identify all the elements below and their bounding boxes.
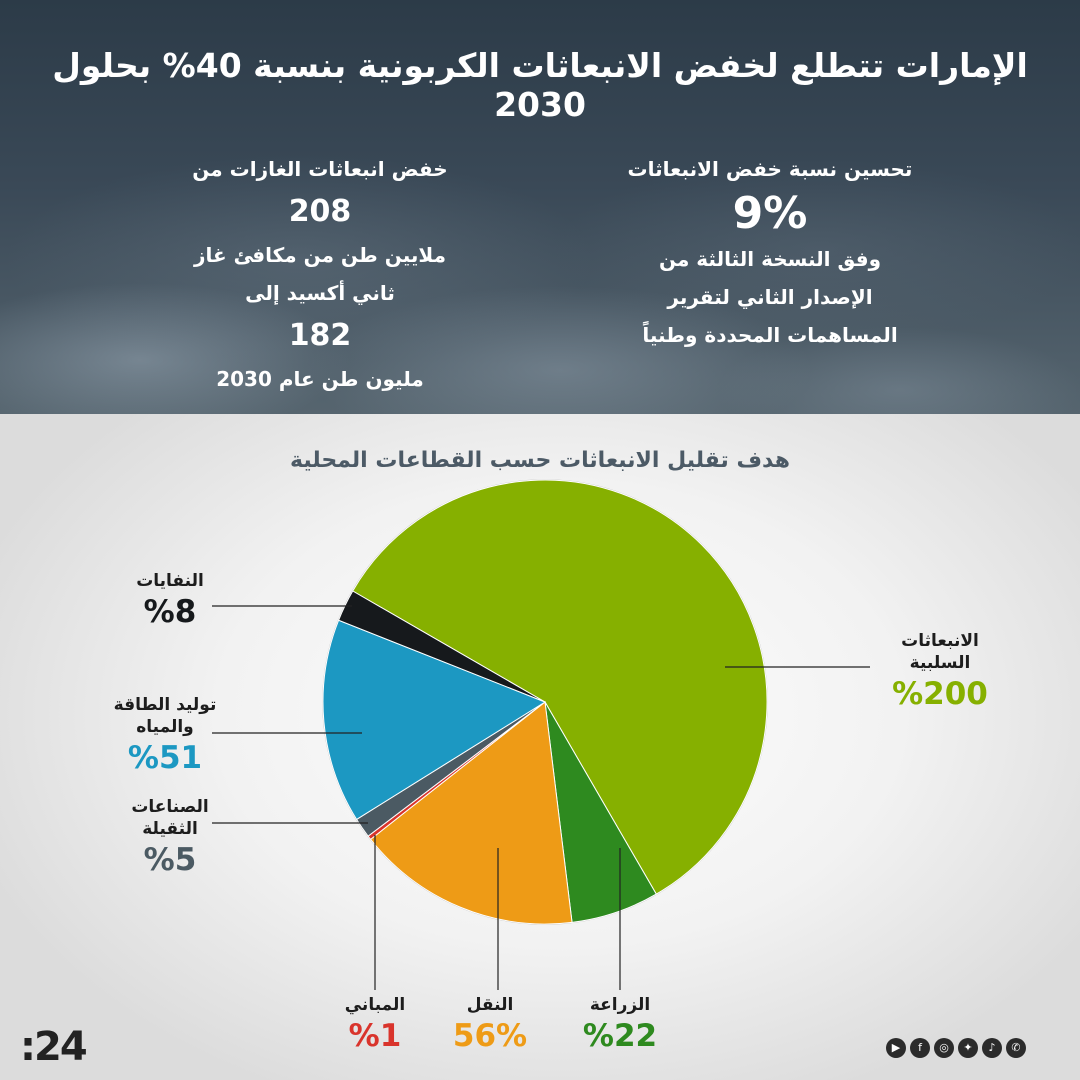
stat-improvement-value: 9% bbox=[732, 188, 808, 239]
label-buildings: المباني %1 bbox=[295, 994, 455, 1056]
label-waste-name: النفايات bbox=[136, 571, 204, 591]
label-waste-value: %8 bbox=[143, 594, 197, 630]
stat-improvement-text-2: الإصدار الثاني لتقرير bbox=[667, 285, 873, 309]
chart-title: هدف تقليل الانبعاثات حسب القطاعات المحلي… bbox=[290, 448, 790, 473]
header-banner: الإمارات تتطلع لخفض الانبعاثات الكربونية… bbox=[0, 0, 1080, 414]
label-industry-name-2: الثقيلة bbox=[142, 819, 198, 839]
stat-reduction-text-1: ملايين طن من مكافئ غاز bbox=[194, 243, 446, 267]
instagram-icon[interactable]: ◎ bbox=[934, 1038, 954, 1058]
stat-improvement-text-3: المساهمات المحددة وطنياً bbox=[642, 323, 898, 347]
pie-slice-6 bbox=[337, 590, 546, 703]
brand-logo: :24 bbox=[20, 1024, 88, 1070]
pie-slice-2 bbox=[369, 701, 573, 925]
label-transport: النقل 56% bbox=[410, 994, 570, 1056]
label-agriculture-value: %22 bbox=[582, 1018, 658, 1054]
label-transport-value: 56% bbox=[452, 1018, 528, 1054]
stat-reduction-text-3: مليون طن عام 2030 bbox=[216, 367, 424, 391]
pie-slice-0 bbox=[352, 479, 768, 895]
label-power-name-2: والمياه bbox=[136, 717, 194, 737]
stat-improvement: تحسين نسبة خفض الانبعاثات 9% وفق النسخة … bbox=[600, 150, 940, 354]
tiktok-icon[interactable]: ♪ bbox=[982, 1038, 1002, 1058]
label-buildings-name: المباني bbox=[344, 995, 406, 1015]
label-industry-value: %5 bbox=[143, 842, 197, 878]
label-waste: النفايات %8 bbox=[90, 570, 250, 632]
label-agriculture-name: الزراعة bbox=[589, 995, 651, 1015]
label-negative-name-1: الانبعاثات bbox=[901, 631, 979, 651]
label-transport-name: النقل bbox=[466, 995, 514, 1015]
youtube-icon[interactable]: ▶ bbox=[886, 1038, 906, 1058]
label-negative: الانبعاثات السلبية %200 bbox=[860, 630, 1020, 714]
label-agriculture: الزراعة %22 bbox=[540, 994, 700, 1056]
twitter-icon[interactable]: ✦ bbox=[958, 1038, 978, 1058]
social-icons: ▶ f ◎ ✦ ♪ ✆ bbox=[886, 1038, 1026, 1058]
label-power-name-1: توليد الطاقة bbox=[113, 695, 217, 715]
stat-reduction-text-2: ثاني أكسيد إلى bbox=[245, 281, 395, 305]
label-negative-value: %200 bbox=[892, 676, 988, 712]
stat-reduction-caption: خفض انبعاثات الغازات من bbox=[192, 157, 448, 181]
label-power-value: %51 bbox=[127, 740, 203, 776]
label-buildings-value: %1 bbox=[348, 1018, 402, 1054]
label-power: توليد الطاقة والمياه %51 bbox=[85, 694, 245, 778]
pie-slice-5 bbox=[322, 619, 547, 821]
facebook-icon[interactable]: f bbox=[910, 1038, 930, 1058]
stat-reduction-to-value: 182 bbox=[288, 318, 352, 353]
label-industry: الصناعات الثقيلة %5 bbox=[90, 796, 250, 880]
page-title: الإمارات تتطلع لخفض الانبعاثات الكربونية… bbox=[52, 46, 1028, 124]
stat-reduction: خفض انبعاثات الغازات من 208 ملايين طن من… bbox=[150, 150, 490, 398]
stat-improvement-text-1: وفق النسخة الثالثة من bbox=[658, 247, 882, 271]
stat-reduction-from-value: 208 bbox=[288, 194, 352, 229]
label-negative-name-2: السلبية bbox=[909, 653, 971, 673]
stat-improvement-caption: تحسين نسبة خفض الانبعاثات bbox=[627, 157, 913, 181]
whatsapp-icon[interactable]: ✆ bbox=[1006, 1038, 1026, 1058]
label-industry-name-1: الصناعات bbox=[131, 797, 209, 817]
